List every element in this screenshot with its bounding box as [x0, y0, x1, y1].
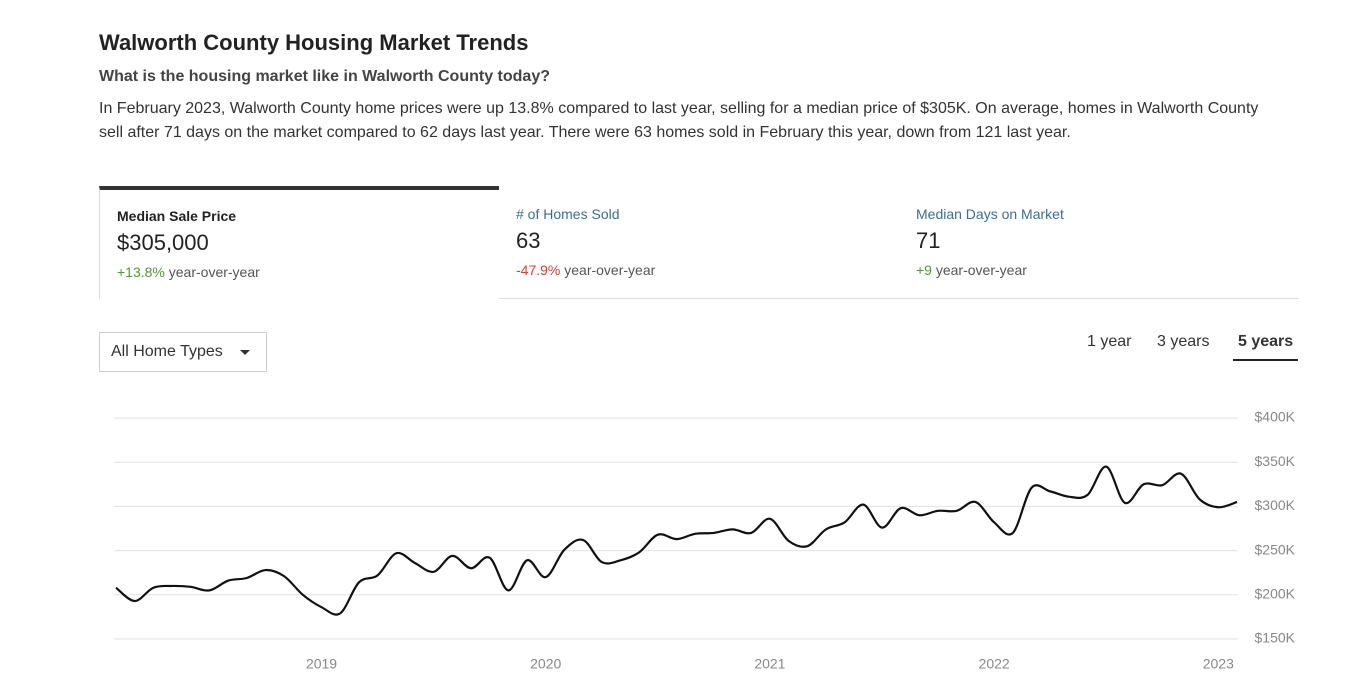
- y-tick-label: $200K: [1255, 586, 1296, 602]
- description: In February 2023, Walworth County home p…: [99, 100, 1259, 141]
- x-tick-label: 2021: [754, 656, 785, 672]
- metric-tab[interactable]: Median Sale Price $305,000 +13.8% year-ove…: [99, 186, 499, 299]
- page-title: Walworth County Housing Market Trends: [99, 30, 529, 55]
- x-tick-label: 2023: [1203, 656, 1234, 672]
- metric-change: +9 year-over-year: [916, 262, 1299, 278]
- y-tick-label: $350K: [1255, 453, 1296, 469]
- x-tick-label: 2019: [306, 656, 337, 672]
- change-suffix: year-over-year: [564, 262, 656, 278]
- dropdown-label: All Home Types: [111, 343, 223, 360]
- y-tick-label: $400K: [1255, 409, 1296, 425]
- metric-value: 71: [916, 228, 941, 253]
- range-button[interactable]: 3 years: [1157, 333, 1210, 350]
- change-suffix: year-over-year: [935, 262, 1027, 278]
- y-tick-label: $300K: [1255, 497, 1296, 513]
- change-value: -47.9%: [516, 262, 561, 278]
- metric-label: Median Sale Price: [117, 208, 237, 224]
- metric-value: 63: [516, 228, 541, 253]
- price-line: [115, 465, 1238, 616]
- home-type-dropdown[interactable]: All Home Types: [99, 332, 267, 372]
- metric-tab[interactable]: Median Days on Market 71 +9 year-over-year: [899, 186, 1299, 299]
- metric-change: -47.9% year-over-year: [516, 262, 899, 278]
- change-suffix: year-over-year: [168, 264, 260, 280]
- range-button[interactable]: 5 years: [1233, 333, 1299, 361]
- metric-label: Median Days on Market: [916, 206, 1064, 222]
- y-tick-label: $250K: [1255, 541, 1296, 557]
- caret: [240, 350, 250, 355]
- x-tick-label: 2020: [530, 656, 561, 672]
- metric-change: +13.8% year-over-year: [117, 264, 499, 280]
- x-tick-label: 2022: [979, 656, 1010, 672]
- change-value: +9: [916, 262, 932, 278]
- metric-tab[interactable]: # of Homes Sold 63 -47.9% year-over-year: [499, 186, 899, 299]
- metric-label: # of Homes Sold: [516, 206, 620, 222]
- change-value: +13.8%: [117, 264, 165, 280]
- subtitle: What is the housing market like in Walwo…: [99, 68, 550, 85]
- y-tick-label: $150K: [1255, 630, 1296, 646]
- range-button[interactable]: 1 year: [1087, 333, 1132, 350]
- metric-value: $305,000: [117, 230, 209, 255]
